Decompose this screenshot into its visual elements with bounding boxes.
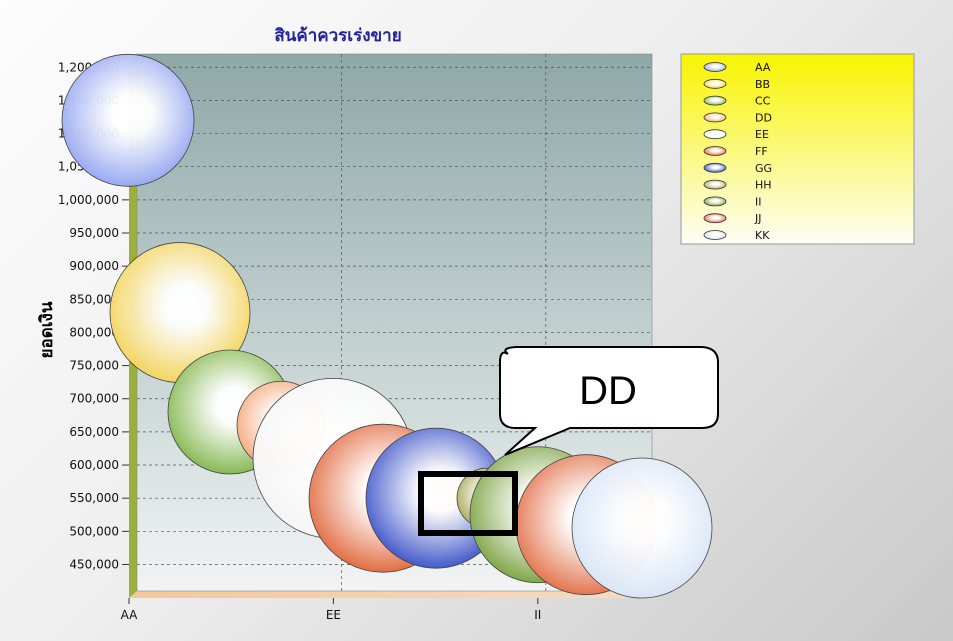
x-tick-label: EE: [326, 608, 341, 622]
bubble-kk: [571, 457, 713, 599]
legend-item-label: HH: [755, 179, 772, 192]
legend-marker: [703, 129, 727, 140]
x-tick-label: II: [534, 608, 541, 622]
y-axis-label: ยอดเงิน: [37, 301, 57, 358]
x-tick-label: AA: [121, 608, 139, 622]
legend-marker: [703, 112, 727, 123]
legend-item-label: BB: [755, 78, 770, 91]
legend-marker: [703, 213, 727, 224]
legend: AA BB CC DD EE FF GG HH II JJ KK: [680, 53, 915, 245]
highlight-box: [418, 471, 518, 536]
y-tick-label: 500,000: [69, 524, 119, 538]
legend-item-label: EE: [755, 128, 769, 141]
legend-marker: [703, 62, 727, 72]
floor: [129, 591, 652, 598]
legend-item-label: AA: [755, 61, 771, 74]
legend-marker: [703, 179, 727, 190]
legend-marker: [703, 95, 727, 106]
legend-marker: [703, 146, 727, 156]
y-tick-label: 650,000: [69, 425, 119, 439]
y-tick-label: 700,000: [69, 392, 119, 406]
legend-marker: [703, 230, 727, 240]
y-tick-label: 750,000: [69, 359, 119, 373]
bubbles: [61, 53, 713, 599]
legend-marker: [703, 162, 727, 173]
callout: DD: [499, 346, 719, 456]
y-tick-label: 550,000: [69, 491, 119, 505]
legend-item-label: FF: [755, 145, 768, 158]
y-tick-label: 600,000: [69, 458, 119, 472]
y-tick-label: 800,000: [69, 325, 119, 339]
bubble-aa: [61, 53, 195, 187]
y-tick-label: 1,000,000: [58, 193, 119, 207]
legend-item-label: II: [755, 195, 762, 208]
y-tick-label: 900,000: [69, 259, 119, 273]
legend-item-label: KK: [755, 229, 770, 242]
legend-item-label: DD: [755, 111, 772, 124]
legend-item-label: CC: [755, 95, 771, 108]
y-tick-label: 850,000: [69, 292, 119, 306]
y-tick-label: 950,000: [69, 226, 119, 240]
x-axis: AA EE II: [121, 598, 541, 622]
callout-text: DD: [579, 369, 637, 413]
legend-marker: [703, 196, 727, 207]
legend-item-label: GG: [755, 162, 772, 175]
legend-marker: [703, 78, 727, 89]
y-tick-label: 450,000: [69, 557, 119, 571]
chart-title: สินค้าควรเร่งขาย: [274, 26, 401, 46]
legend-item-label: JJ: [754, 212, 762, 225]
